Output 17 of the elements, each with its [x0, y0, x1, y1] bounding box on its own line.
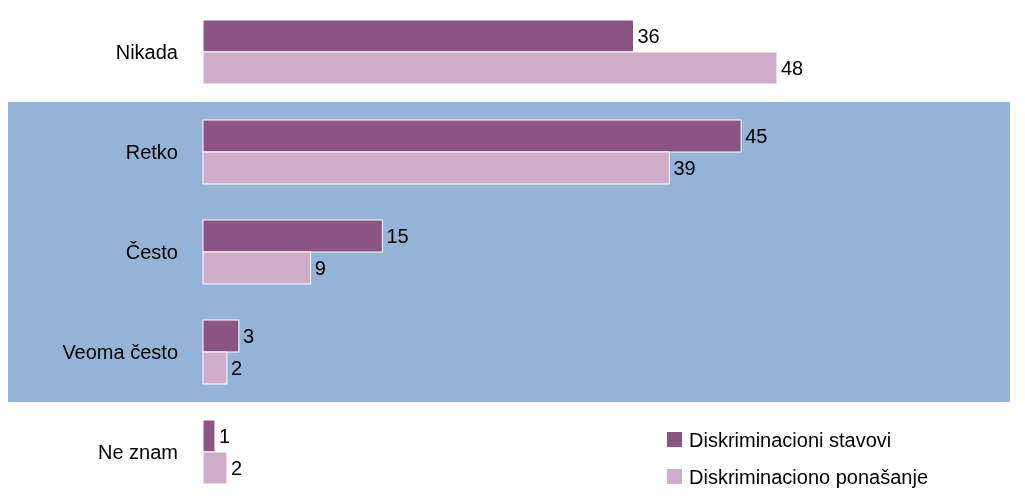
- data-label: 39: [673, 157, 696, 179]
- data-label: 36: [637, 25, 660, 47]
- data-label: 3: [242, 325, 254, 347]
- y-tick-label: Ne znam: [97, 441, 178, 463]
- data-label: 2: [230, 457, 243, 479]
- data-label: 45: [745, 125, 768, 147]
- data-label: 1: [218, 425, 231, 447]
- y-tick-label: Često: [125, 241, 178, 263]
- y-tick-label: Retko: [125, 141, 178, 163]
- data-label: 9: [314, 257, 326, 279]
- data-label: 15: [386, 225, 409, 247]
- data-label: 48: [781, 57, 804, 79]
- y-tick-label: Nikada: [115, 41, 179, 63]
- legend-label: Diskriminacioni stavovi: [689, 429, 892, 451]
- data-label: 2: [230, 357, 243, 379]
- legend-label: Diskriminaciono ponašanje: [689, 466, 929, 488]
- y-tick-label: Veoma često: [62, 341, 178, 363]
